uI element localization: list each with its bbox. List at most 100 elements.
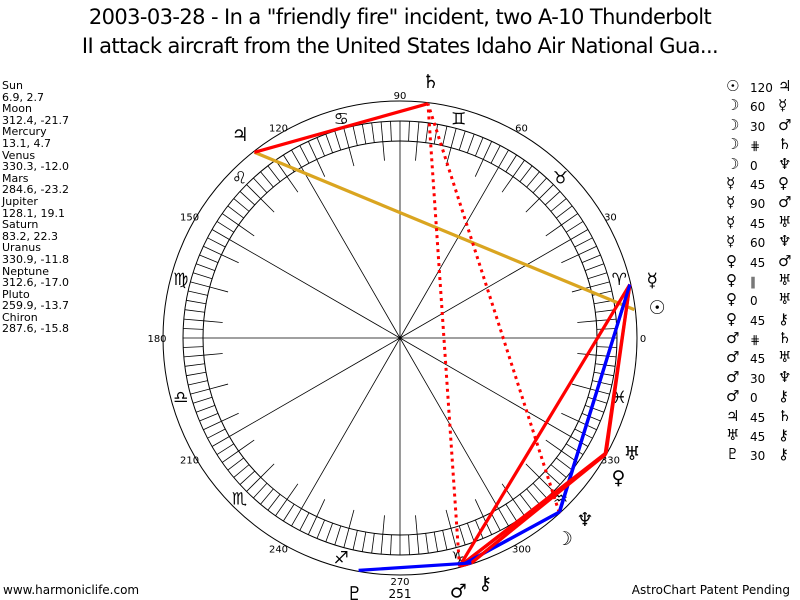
- planet-glyph-moon: ☽: [556, 528, 573, 550]
- planet-glyph-2: ♂: [778, 251, 792, 270]
- planet-glyph-2: ♃: [778, 77, 792, 95]
- degree-label: 30: [604, 213, 617, 224]
- band-tick: [498, 508, 509, 527]
- band-tick: [291, 508, 302, 527]
- division-line: [229, 239, 401, 339]
- band-tick: [343, 128, 350, 148]
- planet-glyph-2: ♆: [778, 232, 792, 251]
- aspect-line: [458, 283, 632, 568]
- planet-coords: 287.6, -15.8: [2, 322, 69, 336]
- aspect-type: 0: [750, 294, 758, 309]
- planet-name: Uranus: [2, 241, 41, 255]
- band-tick: [512, 160, 525, 177]
- planet-glyph-2: ⚷: [778, 387, 789, 406]
- band-tick: [570, 436, 589, 447]
- band-tick: [361, 531, 367, 552]
- band-tick: [371, 533, 375, 554]
- planet-glyph-1: ☽: [726, 96, 740, 115]
- band-tick: [584, 405, 605, 413]
- band-tick: [587, 396, 608, 404]
- band-tick: [561, 213, 578, 226]
- band-tick: [433, 124, 439, 145]
- planet-name: Mars: [2, 171, 29, 185]
- aspect-line: [358, 561, 472, 572]
- planet-name: Neptune: [2, 264, 50, 278]
- band-tick: [199, 413, 219, 422]
- band-tick: [526, 171, 540, 188]
- planet-glyph-1: ♀: [726, 290, 737, 309]
- planet-coords: 6.9, 2.7: [2, 90, 44, 104]
- planet-position-list: Sun 6.9, 2.7 Moon 312.4, -21.7 Mercury 13.1, …: [2, 80, 69, 335]
- band-tick: [246, 477, 261, 492]
- band-tick: [203, 245, 222, 256]
- band-tick: [192, 272, 213, 280]
- planet-name: Sun: [2, 79, 23, 92]
- planet-name: Saturn: [2, 218, 39, 232]
- inner-tick: [415, 141, 418, 161]
- band-tick: [408, 534, 410, 555]
- planet-glyph-1: ☿: [726, 193, 736, 212]
- band-tick: [442, 126, 448, 146]
- band-tick: [203, 420, 222, 431]
- band-tick: [450, 528, 457, 548]
- inner-tick: [525, 198, 540, 213]
- band-tick: [532, 177, 547, 194]
- zodiac-sign-glyph: ♎: [173, 388, 188, 408]
- inner-tick: [571, 286, 591, 293]
- planet-glyph-1: ☿: [726, 173, 736, 192]
- planet-glyph-chiron: ⚷: [478, 573, 492, 595]
- degree-label: 300: [512, 544, 531, 555]
- band-tick: [334, 525, 342, 546]
- planet-glyph-1: ♂: [726, 367, 740, 386]
- band-tick: [482, 516, 493, 535]
- planet-coords: 284.6, -23.2: [2, 183, 69, 197]
- patent-notice: AstroChart Patent Pending: [631, 583, 790, 597]
- inner-tick: [474, 159, 484, 177]
- band-tick: [433, 531, 439, 552]
- inner-tick: [221, 254, 239, 264]
- aspect-type: 0: [750, 391, 758, 406]
- inner-tick: [382, 141, 385, 161]
- aspect-type: 45: [750, 313, 766, 328]
- band-tick: [380, 121, 384, 142]
- chart-title-line-1: 2003-03-28 - In a "friendly fire" incide…: [88, 5, 712, 29]
- aspect-line: [558, 284, 632, 513]
- band-tick: [442, 530, 448, 550]
- aspect-type: 30: [750, 119, 766, 134]
- band-tick: [390, 121, 392, 142]
- band-tick: [267, 165, 281, 182]
- planet-coords: 330.9, -11.8: [2, 252, 69, 266]
- band-tick: [596, 318, 617, 322]
- band-tick: [260, 488, 274, 505]
- inner-tick: [501, 483, 514, 500]
- division-line: [301, 337, 401, 509]
- planet-glyph-1: ♂: [726, 387, 740, 406]
- planet-coords: 13.1, 4.7: [2, 136, 51, 150]
- band-tick: [188, 380, 208, 386]
- band-tick: [512, 499, 525, 516]
- band-tick: [188, 290, 208, 296]
- planet-glyph-1: ☉: [726, 77, 740, 95]
- band-tick: [239, 470, 256, 485]
- band-tick: [408, 121, 410, 142]
- aspect-line: [253, 102, 429, 154]
- planet-glyph-1: ☽: [726, 154, 740, 173]
- inner-tick: [286, 176, 299, 193]
- aspect-type: 60: [750, 100, 766, 115]
- planet-glyph-1: ☽: [726, 115, 740, 134]
- planet-name: Jupiter: [2, 194, 38, 208]
- aspect-type: 120: [750, 81, 773, 95]
- band-tick: [544, 191, 561, 206]
- inner-tick: [415, 515, 418, 535]
- planet-glyph-1: ♀: [726, 309, 737, 328]
- degree-label: 0: [640, 334, 646, 345]
- planet-glyph-sun: ☉: [649, 297, 666, 319]
- website-link[interactable]: www.harmoniclife.com: [3, 583, 140, 597]
- band-tick: [416, 121, 420, 142]
- band-tick: [498, 149, 509, 168]
- inner-tick: [445, 509, 452, 529]
- planet-glyph-2: ♀: [778, 173, 789, 192]
- band-tick: [581, 254, 601, 263]
- zodiac-sign-glyph: ♐: [334, 548, 349, 568]
- planet-glyph-1: ☿: [726, 212, 736, 231]
